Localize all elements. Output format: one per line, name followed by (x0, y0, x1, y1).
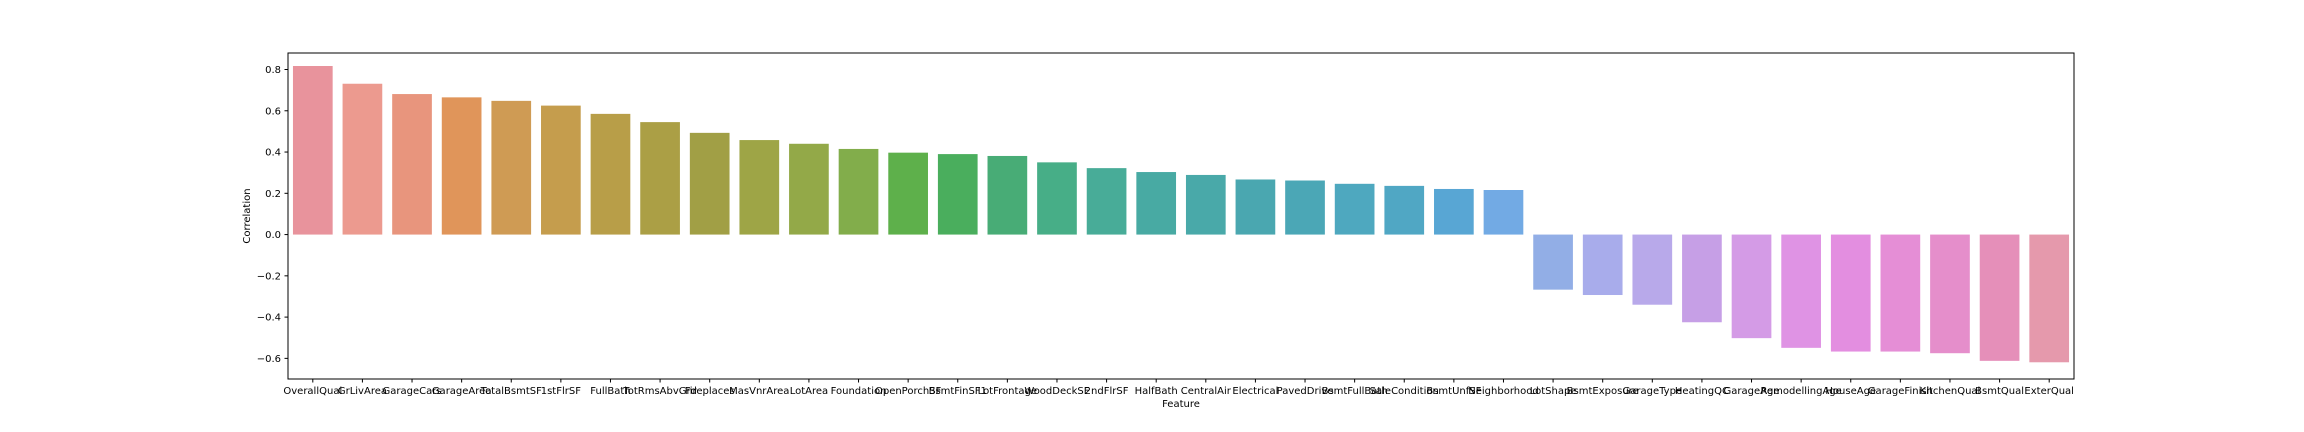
bar-SaleCondition (1384, 185, 1425, 235)
x-tick-label: RemodellingAge (1760, 386, 1841, 397)
bar-Electrical (1235, 179, 1276, 235)
x-tick-label: Electrical (1232, 386, 1278, 397)
bar-KitchenQual (1930, 234, 1970, 354)
bar-2ndFlrSF (1086, 168, 1127, 235)
bar-FullBath (590, 113, 631, 235)
bar-GrLivArea (342, 83, 383, 235)
bar-HeatingQC (1682, 234, 1722, 323)
x-tick-label: CentralAir (1181, 386, 1232, 397)
bar-Neighborhood (1483, 190, 1524, 235)
bar-Foundation (838, 148, 879, 235)
x-tick-label: GarageType (1623, 386, 1683, 397)
x-tick-label: HeatingQC (1675, 386, 1729, 397)
x-tick-label: Neighborhood (1468, 386, 1538, 397)
x-tick-label: GarageCars (382, 386, 441, 397)
bar-HalfBath (1136, 172, 1177, 235)
x-tick-label: KitchenQual (1920, 386, 1981, 397)
bar-BsmtExposure (1582, 234, 1623, 296)
x-tick-label: LotFrontage (978, 386, 1037, 397)
bar-CentralAir (1185, 174, 1226, 235)
y-tick-label: 0.4 (265, 148, 281, 159)
bar-LotFrontage (987, 155, 1028, 235)
bar-LotArea (789, 143, 829, 235)
bar-GarageAge (1731, 234, 1772, 339)
y-tick-label: 0.6 (265, 106, 281, 117)
x-tick-label: LotArea (790, 386, 828, 397)
y-tick-label: 0.2 (265, 189, 281, 200)
x-tick-label: BsmtFinSF1 (929, 386, 987, 397)
bar-1stFlrSF (541, 105, 581, 235)
bar-BsmtFinSF1 (937, 154, 978, 235)
x-tick-label: GarageArea (432, 386, 492, 397)
y-tick-label: 0.0 (265, 230, 281, 241)
bar-OpenPorchSF (888, 152, 928, 235)
bar-ExterQual (2029, 234, 2070, 363)
bar-TotalBsmtSF (491, 100, 532, 235)
y-axis-label: Correlation (242, 188, 253, 243)
x-tick-label: PavedDrive (1277, 386, 1334, 397)
bar-BsmtQual (1979, 234, 2020, 361)
y-tick-label: −0.4 (257, 313, 281, 324)
bars-group (292, 66, 2070, 363)
x-tick-label: GarageAge (1724, 386, 1780, 397)
x-tick-label: TotalBsmtSF (480, 386, 542, 397)
bar-WoodDeckSF (1037, 162, 1077, 235)
x-axis-ticks: OverallQualGrLivAreaGarageCarsGarageArea… (283, 379, 2074, 397)
x-tick-label: GrLivArea (338, 386, 387, 397)
x-tick-label: FullBath (590, 386, 630, 397)
bar-GarageType (1632, 234, 1673, 305)
bar-GarageFinish (1880, 234, 1921, 352)
y-tick-label: −0.2 (257, 271, 281, 282)
bar-BsmtFullBath (1334, 183, 1375, 235)
x-tick-label: BsmtQual (1975, 386, 2024, 397)
x-tick-label: BsmtFullBath (1322, 386, 1388, 397)
x-tick-label: OpenPorchSF (875, 386, 942, 397)
x-tick-label: GarageFinish (1868, 386, 1933, 397)
bar-LotShape (1533, 234, 1573, 290)
plot-frame (287, 52, 2075, 380)
bar-GarageArea (441, 97, 482, 235)
x-tick-label: BsmtUnfSF (1426, 386, 1481, 397)
bar-PavedDrive (1285, 180, 1325, 235)
y-axis-ticks: −0.6 −0.4 −0.2 0.0 0.2 0.4 0.6 0.8 (257, 65, 288, 365)
bar-TotRmsAbvGrd (640, 122, 680, 235)
x-tick-label: ExterQual (2024, 386, 2074, 397)
bar-Fireplaces (689, 132, 730, 235)
y-tick-label: −0.6 (257, 354, 281, 365)
x-tick-label: WoodDeckSF (1024, 386, 1089, 397)
x-tick-label: Fireplaces (685, 386, 735, 397)
x-tick-label: HalfBath (1135, 386, 1178, 397)
x-tick-label: BsmtExposure (1567, 386, 1639, 397)
bar-RemodellingAge (1781, 234, 1821, 348)
x-tick-label: SaleCondition (1370, 386, 1439, 397)
x-tick-label: Foundation (831, 386, 887, 397)
x-tick-label: TotRmsAbvGrd (622, 386, 697, 397)
bar-BsmtUnfSF (1434, 188, 1474, 235)
x-tick-label: MasVnrArea (729, 386, 789, 397)
x-axis-label: Feature (1162, 399, 1200, 410)
x-tick-label: HouseAge (1825, 386, 1876, 397)
bar-OverallQual (292, 66, 333, 235)
x-tick-label: LotShape (1530, 386, 1577, 397)
x-tick-label: 2ndFlrSF (1085, 386, 1129, 397)
bar-MasVnrArea (739, 140, 780, 235)
bar-GarageCars (392, 94, 432, 235)
x-tick-label: OverallQual (283, 386, 342, 397)
y-tick-label: 0.8 (265, 65, 281, 76)
x-tick-label: 1stFlrSF (541, 386, 581, 397)
bar-HouseAge (1830, 234, 1871, 352)
